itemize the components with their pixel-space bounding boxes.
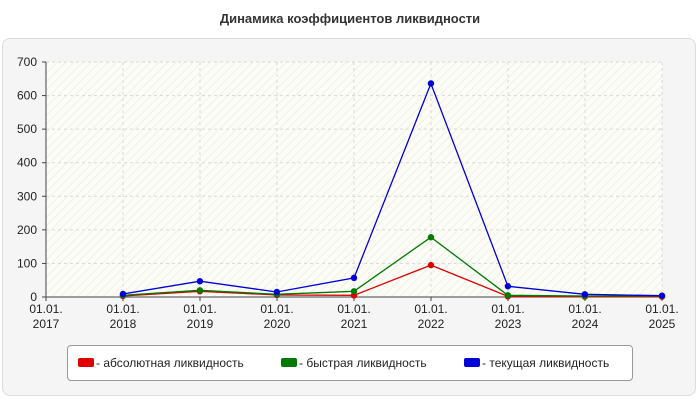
x-tick-label: 01.01. [183, 302, 216, 316]
x-tick-label: 2019 [187, 317, 214, 331]
data-point-2 [119, 290, 127, 298]
legend-swatch-absolute [78, 358, 94, 367]
chart-title: Динамика коэффициентов ликвидности [219, 11, 481, 26]
x-tick-label: 2021 [341, 317, 368, 331]
y-tick-label: 600 [17, 89, 37, 103]
x-tick-label: 2018 [110, 317, 137, 331]
data-point-2 [350, 274, 358, 282]
y-tick-label: 200 [17, 223, 37, 237]
legend-label-current: - текущая ликвидность [482, 356, 610, 370]
data-point-0 [427, 261, 435, 269]
data-point-1 [427, 234, 435, 241]
data-point-2 [658, 292, 666, 299]
legend-label-absolute: - абсолютная ликвидность [96, 356, 244, 370]
series-line-0 [122, 264, 662, 298]
data-point-1 [350, 288, 358, 295]
y-tick-label: 500 [17, 122, 37, 136]
x-tick-label: 01.01. [568, 302, 601, 316]
x-tick-label: 01.01. [29, 302, 62, 316]
legend-swatch-current [464, 358, 480, 367]
data-point-2 [581, 291, 589, 298]
x-tick-label: 01.01. [260, 302, 293, 316]
legend-swatch-quick [281, 358, 297, 367]
x-tick-label: 2017 [33, 317, 60, 331]
x-tick-label: 2025 [649, 317, 676, 331]
data-point-2 [273, 288, 281, 296]
x-tick-label: 01.01. [337, 302, 370, 316]
data-point-2 [504, 283, 512, 290]
data-point-1 [504, 292, 512, 299]
data-point-1 [196, 287, 204, 294]
plot-area [46, 62, 662, 297]
y-tick-label: 300 [17, 189, 37, 203]
y-tick-label: 400 [17, 156, 37, 170]
x-tick-label: 01.01. [414, 302, 447, 316]
data-point-2 [196, 278, 204, 285]
x-tick-label: 2023 [495, 317, 522, 331]
x-tick-label: 01.01. [106, 302, 139, 316]
y-tick-label: 0 [30, 290, 37, 304]
data-point-2 [427, 80, 435, 87]
legend: - абсолютная ликвидность - быстрая ликви… [67, 345, 633, 381]
series-line-1 [122, 236, 662, 297]
x-tick-label: 2024 [572, 317, 599, 331]
legend-label-quick: - быстрая ликвидность [299, 356, 427, 370]
x-tick-label: 2020 [264, 317, 291, 331]
x-tick-label: 01.01. [491, 302, 524, 316]
x-tick-label: 2022 [418, 317, 445, 331]
y-tick-label: 700 [17, 55, 37, 69]
y-tick-label: 100 [17, 256, 37, 270]
series-line-2 [122, 81, 663, 297]
x-tick-label: 01.01. [645, 302, 678, 316]
